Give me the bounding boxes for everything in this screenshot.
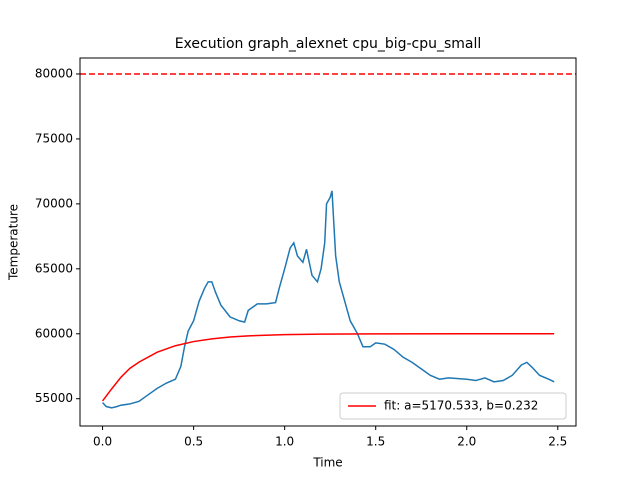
x-tick-label: 0.5 xyxy=(184,435,203,449)
chart-title: Execution graph_alexnet cpu_big-cpu_smal… xyxy=(175,36,482,52)
x-tick-label: 1.0 xyxy=(275,435,294,449)
y-tick-label: 60000 xyxy=(35,326,73,340)
x-axis-label: Time xyxy=(312,456,342,470)
y-tick-label: 75000 xyxy=(35,131,73,145)
y-tick-label: 70000 xyxy=(35,196,73,210)
x-tick-label: 1.5 xyxy=(366,435,385,449)
x-tick-label: 2.0 xyxy=(457,435,476,449)
legend-box xyxy=(339,392,567,420)
y-tick-label: 65000 xyxy=(35,261,73,275)
series-line xyxy=(101,333,555,402)
y-tick-label: 80000 xyxy=(35,66,73,80)
x-tick-label: 0.0 xyxy=(93,435,112,449)
y-axis-label: Temperature xyxy=(7,204,21,281)
plot-frame xyxy=(79,57,577,427)
legend-label: fit: a=5170.533, b=0.232 xyxy=(384,399,538,413)
series-line xyxy=(102,190,555,409)
y-tick-label: 55000 xyxy=(35,391,73,405)
x-tick-label: 2.5 xyxy=(548,435,567,449)
